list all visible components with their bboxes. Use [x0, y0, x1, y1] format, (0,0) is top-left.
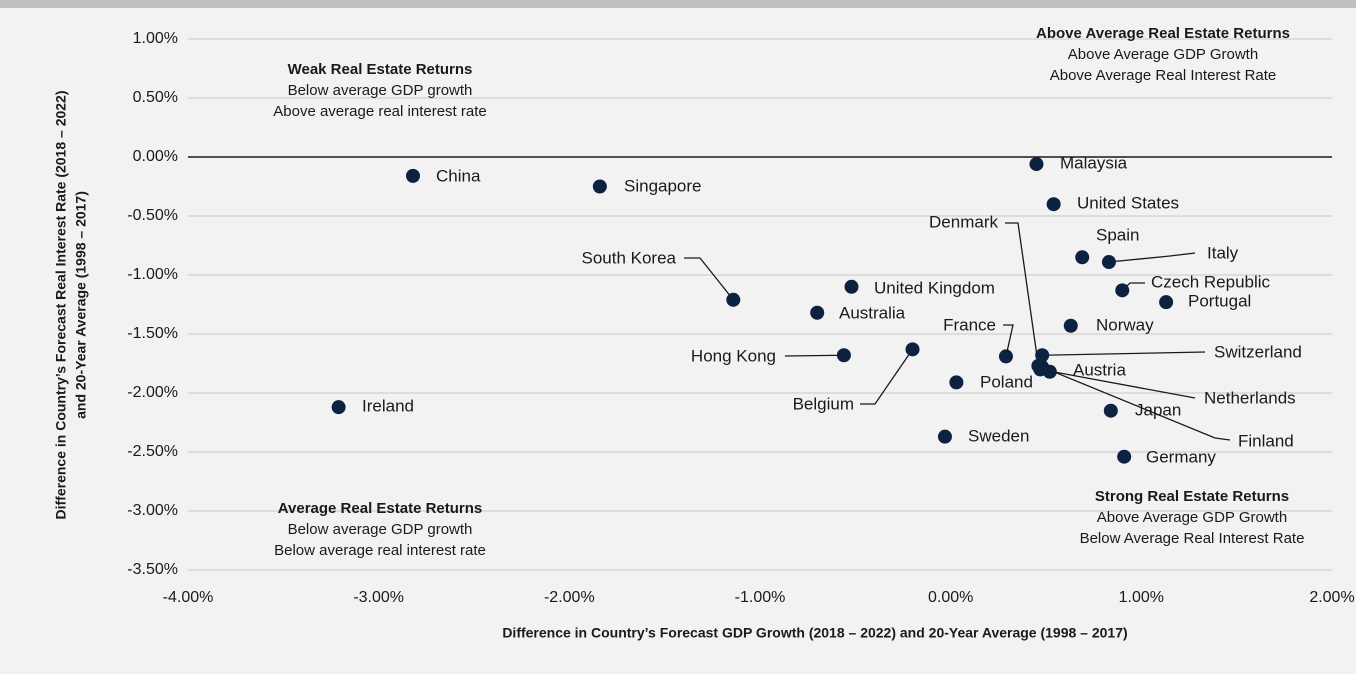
point	[1075, 250, 1090, 265]
quadrant-text: Below average GDP growth	[288, 521, 473, 538]
leader-line	[860, 348, 914, 405]
point-label: China	[436, 166, 481, 185]
leader-line	[1042, 351, 1206, 356]
point-label: Sweden	[968, 426, 1029, 445]
point-label: Switzerland	[1214, 342, 1302, 361]
y-tick-label: 0.00%	[133, 148, 178, 165]
quadrant-text: Below Average Real Interest Rate	[1080, 530, 1305, 547]
point-label: Singapore	[624, 176, 702, 195]
leader-line	[1005, 222, 1040, 366]
point-label: Hong Kong	[691, 346, 776, 365]
x-tick-label: -1.00%	[735, 589, 786, 606]
quadrant-title: Above Average Real Estate Returns	[1036, 25, 1290, 42]
leader-line	[1040, 368, 1196, 399]
point	[836, 348, 851, 363]
y-axis-title: and 20-Year Average (1998 – 2017)	[73, 191, 89, 419]
quadrant-text: Above average real interest rate	[273, 103, 486, 120]
point-label: Czech Republic	[1151, 272, 1271, 291]
point-label: Australia	[839, 303, 906, 322]
leader-line	[1041, 366, 1231, 441]
point	[1035, 348, 1050, 363]
point-label: Belgium	[793, 394, 854, 413]
point-label: Japan	[1135, 400, 1181, 419]
point	[1101, 255, 1116, 270]
x-axis-title: Difference in Country’s Forecast GDP Gro…	[502, 625, 1127, 641]
x-tick-label: -2.00%	[544, 589, 595, 606]
y-tick-label: 0.50%	[133, 89, 178, 106]
y-tick-label: -1.50%	[127, 325, 178, 342]
point	[1115, 283, 1130, 298]
point-label: Malaysia	[1060, 153, 1128, 172]
point-label: Spain	[1096, 225, 1139, 244]
point-label: Italy	[1207, 243, 1239, 262]
leader-line	[684, 257, 734, 301]
leader-line	[784, 354, 844, 357]
point-label: Ireland	[362, 396, 414, 415]
y-tick-label: -0.50%	[127, 207, 178, 224]
y-tick-label: -1.00%	[127, 266, 178, 283]
point	[331, 400, 346, 415]
y-tick-label: -3.50%	[127, 561, 178, 578]
point	[1117, 449, 1132, 464]
point-label: Netherlands	[1204, 388, 1296, 407]
point	[905, 342, 920, 357]
point	[1159, 295, 1174, 310]
quadrant-title: Strong Real Estate Returns	[1095, 488, 1289, 505]
point	[810, 305, 825, 320]
quadrant-text: Above Average Real Interest Rate	[1050, 67, 1277, 84]
quadrant-text: Below average real interest rate	[274, 542, 486, 559]
quadrant-text: Above Average GDP Growth	[1097, 509, 1287, 526]
point	[1029, 157, 1044, 172]
y-tick-label: -2.50%	[127, 443, 178, 460]
point	[998, 349, 1013, 364]
leader-line	[1108, 252, 1196, 263]
point-label: United Kingdom	[874, 278, 995, 297]
point	[937, 429, 952, 444]
point	[726, 292, 741, 307]
y-tick-label: -2.00%	[127, 384, 178, 401]
quadrant-title: Average Real Estate Returns	[278, 500, 483, 517]
point-label: United States	[1077, 193, 1179, 212]
point-label: Denmark	[929, 212, 998, 231]
quadrant-text: Below average GDP growth	[288, 82, 473, 99]
y-tick-label: -3.00%	[127, 502, 178, 519]
point-label: Portugal	[1188, 291, 1251, 310]
quadrant-title: Weak Real Estate Returns	[288, 61, 473, 78]
point-label: South Korea	[581, 248, 676, 267]
quadrant-text: Above Average GDP Growth	[1068, 46, 1258, 63]
point	[1063, 318, 1078, 333]
point-label: Finland	[1238, 431, 1294, 450]
point	[405, 168, 420, 183]
point-label: Norway	[1096, 315, 1154, 334]
point-label: Poland	[980, 372, 1033, 391]
point	[844, 279, 859, 294]
point	[949, 375, 964, 390]
x-tick-label: -4.00%	[163, 589, 214, 606]
point	[592, 179, 607, 194]
x-tick-label: 0.00%	[928, 589, 973, 606]
x-tick-label: 2.00%	[1309, 589, 1354, 606]
point-label: Austria	[1073, 360, 1126, 379]
point-label: France	[943, 315, 996, 334]
point	[1035, 360, 1050, 375]
x-tick-label: -3.00%	[353, 589, 404, 606]
point	[1103, 403, 1118, 418]
leader-line	[1003, 324, 1014, 357]
x-tick-label: 1.00%	[1119, 589, 1164, 606]
y-axis-title: Difference in Country’s Forecast Real In…	[53, 91, 69, 520]
point	[1046, 197, 1061, 212]
top-band	[0, 0, 1356, 8]
point-label: Germany	[1146, 447, 1216, 466]
y-tick-label: 1.00%	[133, 30, 178, 47]
